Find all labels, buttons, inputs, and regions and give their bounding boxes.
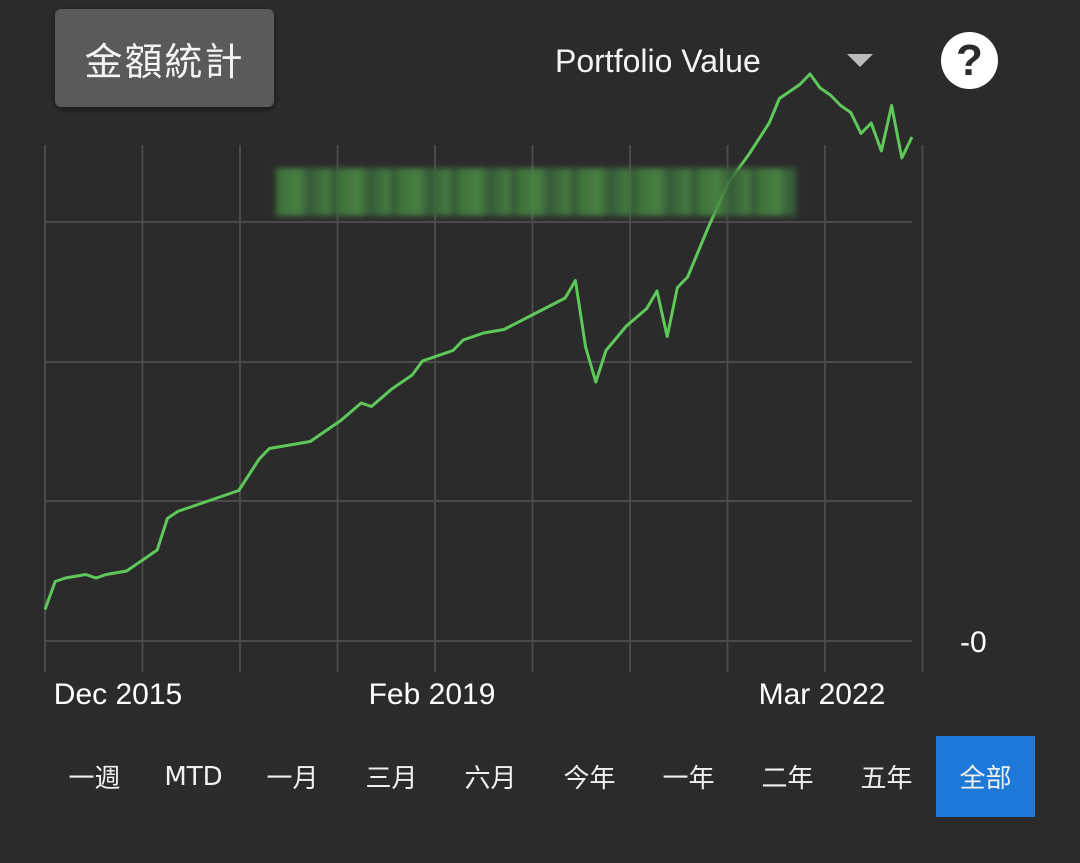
range-tab-8[interactable]: 五年 [860, 764, 913, 794]
x-tick-label: Mar 2022 [759, 678, 886, 711]
range-tab-1[interactable]: MTD [164, 761, 223, 792]
range-tab-6[interactable]: 一年 [662, 764, 715, 794]
range-tab-5[interactable]: 今年 [563, 764, 616, 794]
portfolio-chart: Dec 2015 Feb 2019 Mar 2022 -0 [43, 72, 987, 711]
range-tab-9[interactable]: 全部 [936, 736, 1035, 817]
range-tab-0[interactable]: 一週 [68, 764, 121, 794]
x-tick-label: Feb 2019 [369, 678, 496, 711]
y-tick-labels: -0 [960, 626, 987, 659]
range-tab-2[interactable]: 一月 [266, 764, 319, 794]
redacted-overlay [276, 168, 796, 216]
x-tick-labels: Dec 2015 Feb 2019 Mar 2022 [54, 678, 886, 711]
range-tab-4[interactable]: 六月 [464, 764, 517, 794]
grid-lines [44, 145, 924, 672]
range-tab-3[interactable]: 三月 [365, 764, 418, 794]
x-tick-label: Dec 2015 [54, 678, 182, 711]
portfolio-series-line [43, 72, 914, 611]
range-tab-7[interactable]: 二年 [761, 764, 814, 794]
range-selector: 一週 MTD 一月 三月 六月 今年 一年 二年 五年 全部 [45, 736, 1045, 817]
chevron-down-icon [847, 54, 873, 67]
y-tick-label: -0 [960, 626, 987, 659]
metric-dropdown-label: Portfolio Value [555, 42, 761, 79]
metric-dropdown[interactable]: Portfolio Value [540, 30, 885, 92]
title-button[interactable]: 金額統計 [55, 9, 274, 107]
help-icon[interactable]: ? [941, 32, 998, 89]
